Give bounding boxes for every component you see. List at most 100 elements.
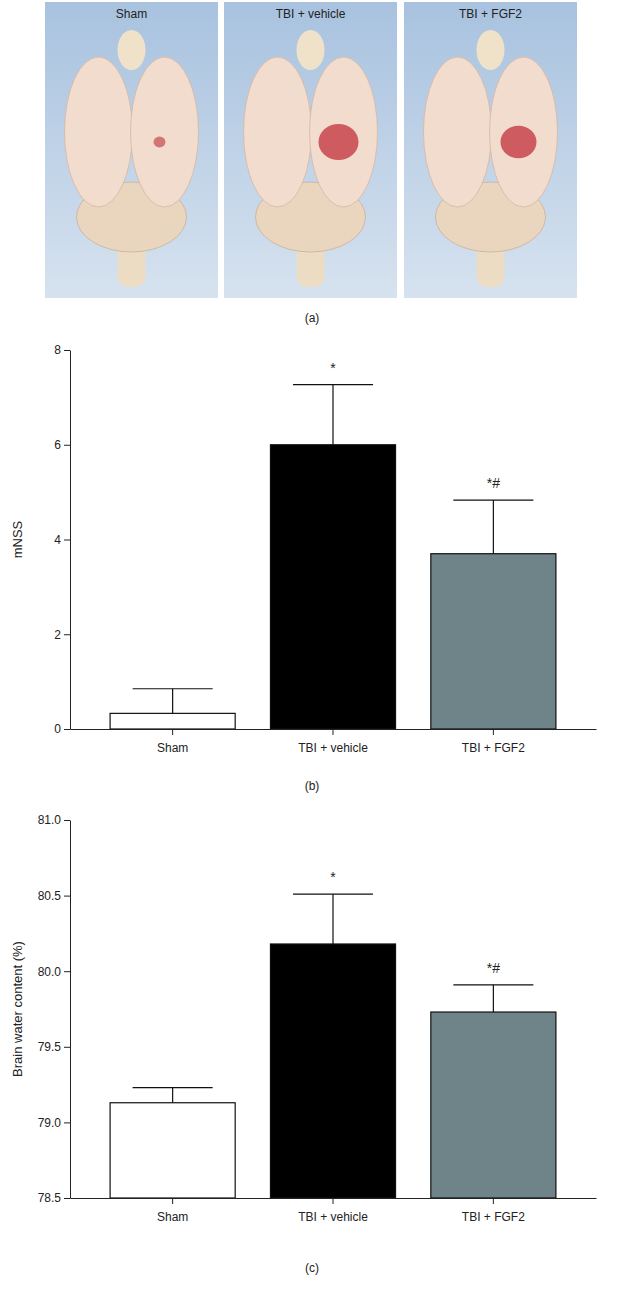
y-tick-label: 6 [54,438,61,452]
y-tick-label: 0 [54,722,61,736]
bar [431,1012,556,1198]
y-tick-mark [64,820,70,821]
y-tick-mark [64,634,70,635]
hemisphere [131,57,199,207]
x-tick-mark [333,1198,334,1204]
bar [110,713,235,729]
y-tick: 79.5 [38,1040,70,1054]
y-tick-label: 79.0 [38,1116,62,1130]
significance-marker: *# [487,475,500,491]
error-cap [293,893,373,894]
y-tick-mark [64,1047,70,1048]
photo-panel: TBI + vehicle [224,2,397,298]
lesion [319,124,359,160]
y-tick: 78.5 [38,1191,70,1205]
y-tick-mark [64,445,70,446]
panel-caption: (c) [305,1261,319,1275]
y-tick: 80.5 [38,889,70,903]
panel-caption: (b) [305,779,320,793]
y-tick-label: 4 [54,533,61,547]
error-cap [133,688,213,689]
error-bar [172,689,173,714]
x-tick-label: TBI + vehicle [298,741,368,755]
error-cap [453,984,533,985]
x-tick-mark [493,1198,494,1204]
x-tick-mark [172,1198,173,1204]
x-tick-mark [333,729,334,735]
y-tick-mark [64,1198,70,1199]
bar [270,944,395,1198]
x-tick-mark [493,729,494,735]
y-tick-label: 8 [54,343,61,357]
photo-label: Sham [116,7,147,21]
y-axis-title: Brain water content (%) [10,941,25,1077]
error-bar [332,894,333,944]
y-axis-title: mNSS [10,520,25,558]
y-tick-mark [64,1122,70,1123]
significance-marker: * [330,360,336,376]
y-axis: 78.5 79.0 79.5 80.0 80.5 81.0 [38,813,71,1205]
photo-background [404,2,577,298]
y-tick-label: 2 [54,628,61,642]
hemisphere [424,57,492,207]
error-bar [172,1088,173,1103]
y-tick-label: 78.5 [38,1191,62,1205]
photo-label: TBI + FGF2 [459,7,522,21]
significance-marker: *# [487,960,500,976]
x-tick: Sham [157,1198,188,1224]
y-tick-mark [64,896,70,897]
plot-area [110,385,556,729]
hemisphere [244,57,312,207]
y-tick: 81.0 [38,813,70,827]
lesion [154,137,166,148]
photo-label: TBI + vehicle [276,7,346,21]
photo-background [45,2,218,298]
chart: 0 2 4 6 8 Sham TBI + vehicle TBI + FGF2 * *# mNSS (… [10,343,597,793]
x-tick: TBI + vehicle [298,1198,368,1224]
x-tick-label: Sham [157,741,188,755]
error-cap [133,1087,213,1088]
hemisphere [65,57,133,207]
hemisphere [490,57,558,207]
photo-background [224,2,397,298]
x-axis: Sham TBI + vehicle TBI + FGF2 [71,729,597,755]
olfactory-bulb [477,30,505,70]
x-tick: TBI + FGF2 [462,1198,525,1224]
y-tick: 8 [54,343,70,357]
significance-marker: * [330,869,336,885]
panel-caption: (a) [305,311,320,325]
x-tick-mark [172,729,173,735]
error-cap [453,500,533,501]
x-tick: Sham [157,729,188,755]
x-tick-label: TBI + vehicle [298,1210,368,1224]
figure: Sham TBI + vehicle TBI + FGF2 (a) 0 2 4 6 8 Sham T… [0,0,624,1289]
bar [431,554,556,729]
y-tick: 80.0 [38,965,70,979]
x-axis: Sham TBI + vehicle TBI + FGF2 [71,1198,597,1224]
x-tick: TBI + FGF2 [462,729,525,755]
y-axis: 0 2 4 6 8 [54,343,70,736]
y-tick-label: 79.5 [38,1040,62,1054]
x-tick-label: Sham [157,1210,188,1224]
y-tick: 79.0 [38,1116,70,1130]
bar [270,445,395,729]
y-tick: 6 [54,438,70,452]
y-axis-line [70,821,71,1199]
bar [110,1103,235,1198]
error-bar [493,985,494,1012]
y-axis-line [70,351,71,730]
x-tick-label: TBI + FGF2 [462,1210,525,1224]
y-tick-label: 81.0 [38,813,62,827]
lesion [501,126,537,158]
chart: 78.5 79.0 79.5 80.0 80.5 81.0 Sham TBI + vehicl… [10,813,597,1275]
y-tick-label: 80.5 [38,889,62,903]
y-tick-label: 80.0 [38,965,62,979]
y-tick-mark [64,971,70,972]
photo-panel: TBI + FGF2 [404,2,577,298]
y-tick-mark [64,540,70,541]
olfactory-bulb [297,30,325,70]
y-tick: 4 [54,533,70,547]
y-tick-mark [64,729,70,730]
error-cap [293,384,373,385]
photo-panel: Sham [45,2,218,298]
